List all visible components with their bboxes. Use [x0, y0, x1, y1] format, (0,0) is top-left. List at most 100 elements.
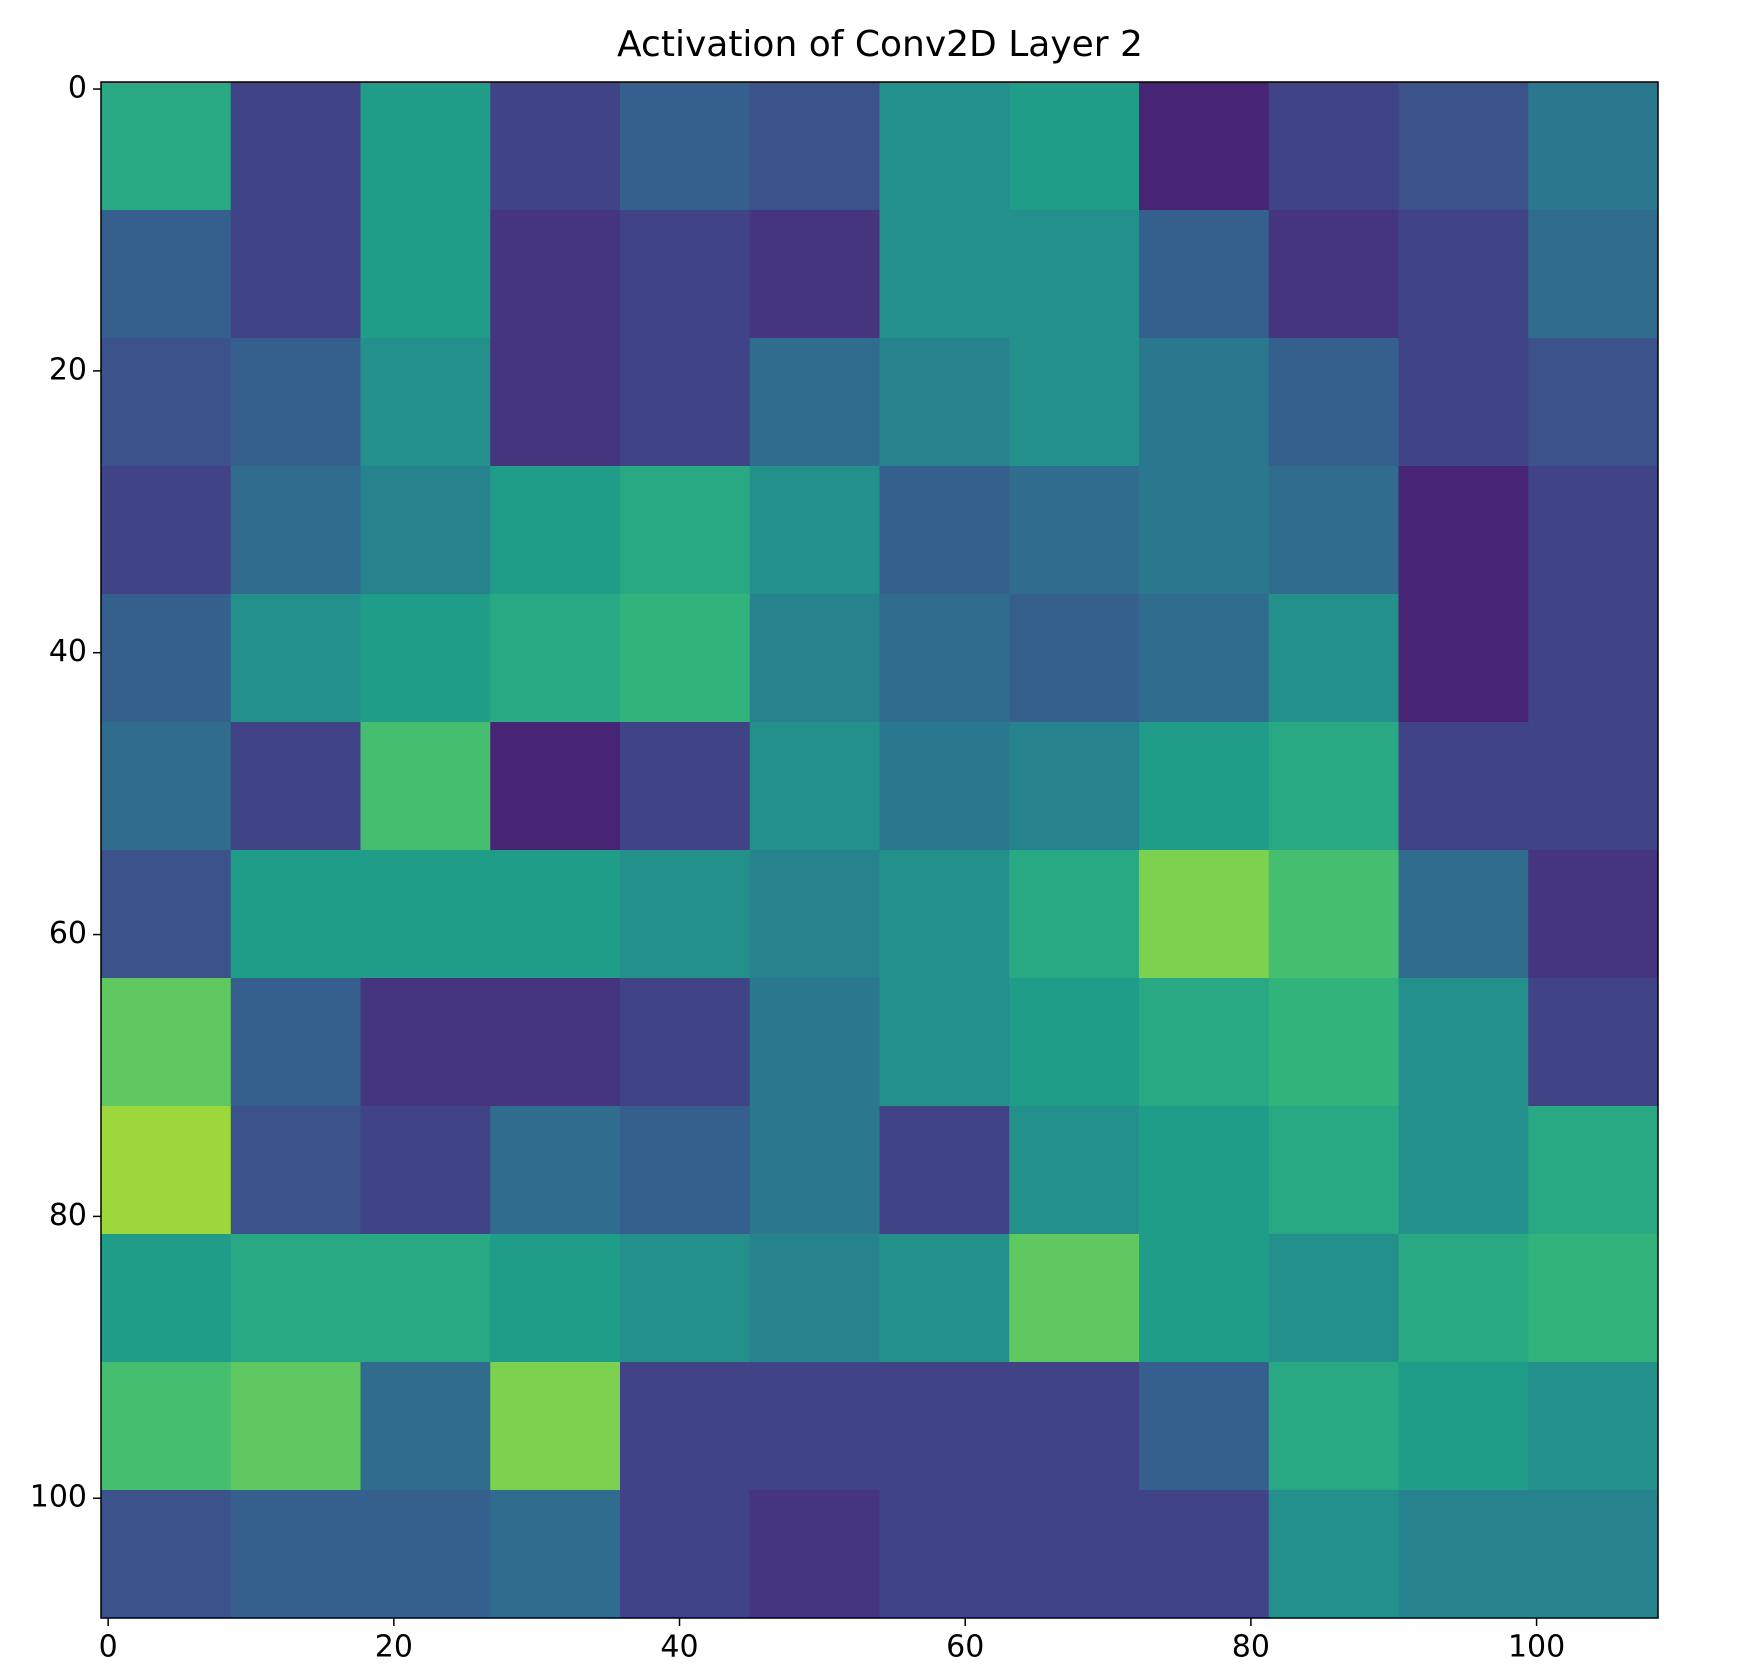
y-tick-label: 100	[30, 1480, 87, 1515]
heatmap-cell	[1268, 850, 1399, 979]
heatmap-cell	[101, 338, 232, 467]
heatmap-cell	[230, 1106, 361, 1235]
heatmap-cell	[101, 466, 232, 595]
heatmap-cell	[1009, 1490, 1140, 1619]
x-tick-label: 0	[99, 1630, 118, 1665]
heatmap-cell	[101, 978, 232, 1107]
heatmap-cell	[1009, 594, 1140, 723]
heatmap-cell	[360, 1362, 491, 1491]
heatmap-cell	[1139, 82, 1270, 211]
heatmap-cell	[1398, 210, 1529, 339]
heatmap-cell	[1528, 466, 1659, 595]
heatmap-cell	[1398, 1234, 1529, 1363]
heatmap-cell	[1139, 338, 1270, 467]
heatmap-cell	[1009, 1362, 1140, 1491]
heatmap-cell	[1528, 82, 1659, 211]
heatmap-cell	[1268, 338, 1399, 467]
heatmap-cell	[879, 850, 1010, 979]
heatmap-cell	[620, 466, 751, 595]
heatmap-cell	[360, 210, 491, 339]
heatmap-cell	[749, 82, 880, 211]
y-tick-label: 0	[68, 71, 87, 106]
heatmap-cell	[620, 1234, 751, 1363]
heatmap-cell	[1398, 1106, 1529, 1235]
heatmap-cell	[1398, 978, 1529, 1107]
heatmap-cell	[1268, 722, 1399, 851]
heatmap-cell	[490, 338, 621, 467]
heatmap-cell	[490, 466, 621, 595]
heatmap-cell	[490, 1106, 621, 1235]
heatmap-cell	[1398, 1362, 1529, 1491]
heatmap-cell	[1139, 1106, 1270, 1235]
heatmap-cell	[620, 850, 751, 979]
heatmap-cell	[1528, 210, 1659, 339]
heatmap-cell	[879, 338, 1010, 467]
heatmap-cell	[360, 1490, 491, 1619]
heatmap-cell	[490, 1362, 621, 1491]
heatmap-cell	[749, 1490, 880, 1619]
heatmap-cell	[1268, 1490, 1399, 1619]
heatmap-cell	[490, 210, 621, 339]
heatmap-cell	[879, 594, 1010, 723]
heatmap-cell	[1009, 466, 1140, 595]
heatmap-cell	[490, 978, 621, 1107]
heatmap-cell	[230, 82, 361, 211]
heatmap-cell	[749, 722, 880, 851]
heatmap-cell	[230, 1234, 361, 1363]
heatmap-cell	[230, 466, 361, 595]
heatmap-cell	[490, 82, 621, 211]
heatmap-cell	[879, 722, 1010, 851]
heatmap-cell	[1268, 210, 1399, 339]
heatmap-cell	[1398, 466, 1529, 595]
x-tick-label: 100	[1508, 1630, 1565, 1665]
heatmap-cell	[749, 1362, 880, 1491]
heatmap-cell	[1268, 1234, 1399, 1363]
heatmap-cell	[749, 338, 880, 467]
heatmap-cell	[1528, 1362, 1659, 1491]
heatmap-cell	[1268, 82, 1399, 211]
heatmap-cell	[360, 1106, 491, 1235]
heatmap-cell	[1009, 722, 1140, 851]
heatmap-cell	[1139, 1362, 1270, 1491]
heatmap-cell	[1268, 1106, 1399, 1235]
heatmap-cell	[1139, 466, 1270, 595]
heatmap-cell	[360, 850, 491, 979]
heatmap-cell	[101, 1106, 232, 1235]
heatmap-cell	[1139, 978, 1270, 1107]
heatmap-cell	[1009, 82, 1140, 211]
heatmap-cell	[620, 594, 751, 723]
heatmap-cell	[1268, 978, 1399, 1107]
heatmap-cell	[620, 1106, 751, 1235]
x-tick-label: 20	[375, 1630, 413, 1665]
plot-frame	[100, 81, 1659, 1619]
heatmap-cell	[749, 466, 880, 595]
y-tick-label: 20	[49, 352, 87, 387]
heatmap-cell	[1528, 850, 1659, 979]
heatmap-cell	[749, 594, 880, 723]
heatmap-cell	[879, 466, 1010, 595]
heatmap-cell	[1398, 338, 1529, 467]
heatmap-cell	[620, 82, 751, 211]
x-tick-label: 40	[660, 1630, 698, 1665]
heatmap-cell	[1528, 1490, 1659, 1619]
heatmap-cell	[879, 1106, 1010, 1235]
heatmap-cell	[101, 594, 232, 723]
heatmap-cell	[1398, 1490, 1529, 1619]
heatmap-cell	[1139, 850, 1270, 979]
heatmap-cell	[620, 978, 751, 1107]
heatmap-cell	[1009, 1234, 1140, 1363]
heatmap-cell	[360, 338, 491, 467]
heatmap-cell	[1268, 1362, 1399, 1491]
heatmap-cell	[360, 722, 491, 851]
heatmap-cell	[360, 594, 491, 723]
y-tick-label: 60	[49, 916, 87, 951]
heatmap-cell	[879, 210, 1010, 339]
heatmap-cell	[749, 1106, 880, 1235]
heatmap-cell	[101, 1490, 232, 1619]
heatmap-cell	[879, 1362, 1010, 1491]
heatmap-cell	[101, 210, 232, 339]
heatmap-cell	[1398, 82, 1529, 211]
heatmap-cell	[230, 594, 361, 723]
heatmap-cell	[1528, 338, 1659, 467]
heatmap-cell	[1528, 1106, 1659, 1235]
